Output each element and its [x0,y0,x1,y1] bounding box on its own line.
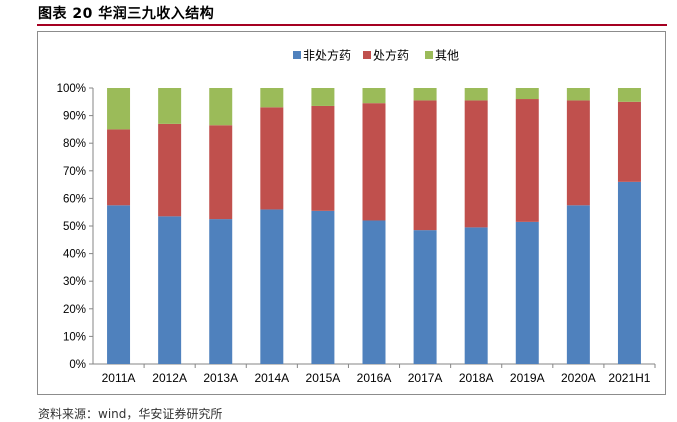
bar-segment [362,220,386,364]
y-tick-label: 30% [63,276,86,288]
bar-segment [107,205,131,364]
x-tick-label: 2014A [254,371,289,385]
bar-segment [107,129,131,206]
x-tick-label: 2011A [102,371,136,385]
bar-segment [413,88,437,101]
bar-segment [617,88,641,102]
x-tick-label: 2012A [152,371,187,385]
bar-segment [311,105,335,211]
bar-segment [617,101,641,182]
bar-segment [107,88,131,130]
y-tick-label: 70% [63,166,86,178]
stacked-bar-chart: 非处方药 处方药 其他 0% 10% 20% 30% 40% 50% 60% 70% 80% 90% 10… [57,48,656,385]
x-tick-label: 2020A [561,371,596,385]
y-tick-label: 100% [57,83,86,95]
legend-swatch [425,51,433,59]
legend-label: 非处方药 [303,48,351,63]
bar-segment [260,209,284,364]
bar-segment [209,88,233,126]
bar-segment [311,88,335,106]
y-tick-label: 0% [69,359,86,371]
bar-segment [566,205,590,364]
bar-segment [515,99,539,222]
x-tick-label: 2019A [510,371,545,385]
figure-title: 图表 20 华润三九收入结构 [38,6,215,22]
bar-segment [209,219,233,364]
bar-segment [260,88,284,108]
y-tick-label: 60% [63,193,86,205]
bar-segment [413,230,437,364]
y-tick-label: 40% [63,249,86,261]
x-tick-label: 2017A [408,371,443,385]
y-tick-label: 80% [63,138,86,150]
bar-segment [158,123,182,217]
bar-segment [617,181,641,364]
bar-segment [311,210,335,364]
legend-swatch [293,51,301,59]
bar-segment [464,100,488,228]
title-rule [37,24,667,26]
legend-swatch [363,51,371,59]
bar-segment [158,88,182,124]
x-tick-label: 2018A [459,371,494,385]
source-note: 资料来源：wind，华安证券研究所 [38,407,223,421]
bar-segment [158,216,182,364]
x-tick-label: 2013A [203,371,238,385]
bar-segment [515,88,539,100]
x-tick-label: 2015A [306,371,341,385]
x-tick-label: 2021H1 [608,371,650,385]
y-tick-label: 20% [63,304,86,316]
y-tick-label: 10% [63,331,86,343]
bar-segment [464,227,488,364]
y-tick-label: 50% [63,221,86,233]
bar-segment [566,100,590,206]
y-tick-label: 90% [63,111,86,123]
legend-label: 处方药 [373,48,409,63]
bar-segment [413,100,437,231]
legend-label: 其他 [435,49,459,63]
x-tick-label: 2016A [357,371,392,385]
bar-segment [566,88,590,101]
bar-segment [260,107,284,210]
bar-segment [209,125,233,220]
bar-segment [515,221,539,364]
bar-segment [362,88,386,104]
bar-segment [464,88,488,101]
bar-segment [362,103,386,221]
chart-frame: 非处方药 处方药 其他 0% 10% 20% 30% 40% 50% 60% 70% 80% 90% 10… [37,31,666,395]
